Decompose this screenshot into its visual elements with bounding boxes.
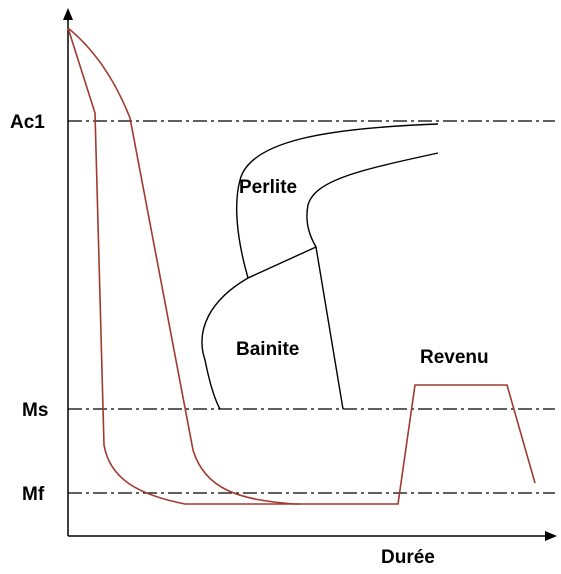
transformation-end: [306, 152, 439, 410]
transformation-start: [201, 123, 439, 410]
cooling-curve-fast: [67, 27, 300, 505]
axes: [63, 8, 557, 541]
region-label: Perlite: [239, 177, 297, 198]
y-arrow: [63, 8, 73, 20]
region-boundary: [247, 246, 317, 279]
x-axis-label: Durée: [381, 547, 435, 568]
region-label: Revenu: [420, 347, 489, 368]
region-label: Bainite: [236, 339, 299, 360]
cooling-curve-tempering: [67, 27, 536, 505]
x-arrow: [545, 531, 557, 541]
level-label: Ms: [22, 400, 48, 421]
level-label: Mf: [22, 484, 45, 505]
level-label: Ac1: [10, 112, 45, 133]
